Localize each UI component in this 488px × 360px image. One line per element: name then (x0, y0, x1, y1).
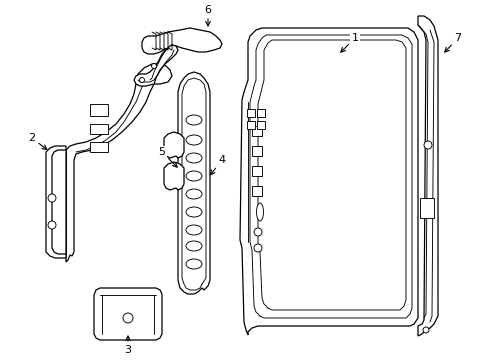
Bar (251, 146, 262, 156)
Circle shape (151, 63, 156, 68)
Bar (246, 121, 254, 129)
Circle shape (48, 194, 56, 202)
Ellipse shape (185, 241, 202, 251)
Bar (251, 186, 262, 196)
Text: 2: 2 (28, 133, 47, 149)
Bar (419, 198, 433, 218)
Bar (90, 124, 108, 134)
Bar (90, 142, 108, 152)
Polygon shape (94, 288, 162, 340)
Bar (257, 121, 264, 129)
Ellipse shape (256, 203, 263, 221)
Circle shape (422, 327, 428, 333)
Polygon shape (178, 72, 209, 294)
Circle shape (253, 244, 262, 252)
Bar (246, 109, 254, 117)
Bar (251, 166, 262, 176)
Ellipse shape (185, 189, 202, 199)
Polygon shape (66, 64, 172, 262)
Polygon shape (417, 16, 437, 336)
Polygon shape (163, 132, 183, 158)
Circle shape (139, 77, 144, 82)
Ellipse shape (185, 153, 202, 163)
Text: 6: 6 (204, 5, 211, 26)
Text: 7: 7 (444, 33, 461, 52)
Ellipse shape (185, 171, 202, 181)
Text: 5: 5 (158, 147, 177, 167)
Text: 3: 3 (124, 336, 131, 355)
Bar (90, 104, 108, 116)
Circle shape (423, 141, 431, 149)
Ellipse shape (185, 207, 202, 217)
Ellipse shape (185, 225, 202, 235)
Ellipse shape (185, 135, 202, 145)
Polygon shape (134, 45, 178, 86)
Ellipse shape (185, 115, 202, 125)
Polygon shape (240, 28, 417, 335)
Ellipse shape (185, 259, 202, 269)
Circle shape (253, 228, 262, 236)
Text: 1: 1 (340, 33, 358, 52)
Circle shape (48, 221, 56, 229)
Text: 4: 4 (210, 155, 225, 175)
Polygon shape (163, 162, 183, 190)
Polygon shape (46, 146, 66, 258)
Circle shape (123, 313, 133, 323)
Bar (251, 126, 262, 136)
Bar (257, 109, 264, 117)
Polygon shape (142, 28, 222, 54)
